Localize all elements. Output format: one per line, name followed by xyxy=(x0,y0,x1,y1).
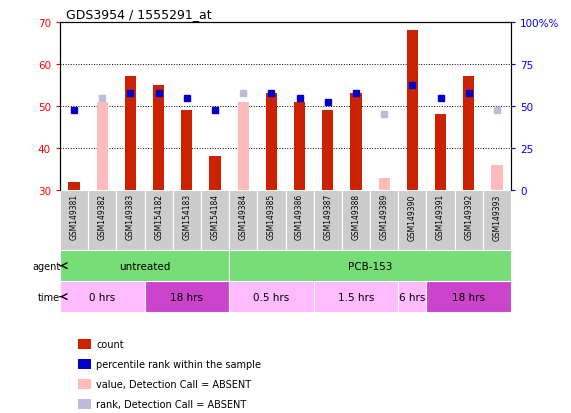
Bar xyxy=(313,191,342,251)
Text: GSM149393: GSM149393 xyxy=(492,194,501,240)
Text: GSM149390: GSM149390 xyxy=(408,194,417,240)
Bar xyxy=(427,191,455,251)
Bar xyxy=(238,102,249,191)
Text: 0.5 hrs: 0.5 hrs xyxy=(254,292,289,302)
Text: 6 hrs: 6 hrs xyxy=(399,292,425,302)
Text: GSM154184: GSM154184 xyxy=(211,194,219,240)
Text: 18 hrs: 18 hrs xyxy=(452,292,485,302)
Text: rank, Detection Call = ABSENT: rank, Detection Call = ABSENT xyxy=(96,399,246,409)
Text: GSM149387: GSM149387 xyxy=(323,194,332,240)
Bar xyxy=(351,94,361,191)
Bar xyxy=(201,191,229,251)
Text: count: count xyxy=(96,339,124,349)
Bar xyxy=(210,157,220,191)
Bar xyxy=(125,77,136,191)
Bar xyxy=(78,399,91,409)
Bar xyxy=(60,251,229,281)
Bar xyxy=(435,115,446,191)
Bar xyxy=(60,191,88,251)
Bar xyxy=(229,281,313,312)
Bar xyxy=(78,379,91,389)
Bar xyxy=(286,191,313,251)
Text: GSM149385: GSM149385 xyxy=(267,194,276,240)
Text: 18 hrs: 18 hrs xyxy=(170,292,203,302)
Text: 1.5 hrs: 1.5 hrs xyxy=(338,292,374,302)
Bar xyxy=(229,251,511,281)
Text: GSM149382: GSM149382 xyxy=(98,194,107,240)
Text: GSM154183: GSM154183 xyxy=(182,194,191,240)
Bar xyxy=(463,77,475,191)
Text: time: time xyxy=(38,292,60,302)
Bar xyxy=(88,191,116,251)
Text: GSM149383: GSM149383 xyxy=(126,194,135,240)
Text: GDS3954 / 1555291_at: GDS3954 / 1555291_at xyxy=(66,8,211,21)
Text: GSM149392: GSM149392 xyxy=(464,194,473,240)
Bar xyxy=(229,191,258,251)
Bar xyxy=(427,281,511,312)
Bar xyxy=(96,102,108,191)
Bar xyxy=(407,31,418,191)
Bar xyxy=(399,191,427,251)
Bar xyxy=(144,281,229,312)
Text: 0 hrs: 0 hrs xyxy=(89,292,115,302)
Text: GSM149391: GSM149391 xyxy=(436,194,445,240)
Bar xyxy=(294,102,305,191)
Bar xyxy=(78,339,91,349)
Bar xyxy=(313,281,399,312)
Bar xyxy=(69,182,80,191)
Bar xyxy=(370,191,399,251)
Bar xyxy=(266,94,277,191)
Bar xyxy=(322,111,333,191)
Text: GSM149384: GSM149384 xyxy=(239,194,248,240)
Text: agent: agent xyxy=(32,261,60,271)
Bar xyxy=(399,281,427,312)
Text: untreated: untreated xyxy=(119,261,170,271)
Bar xyxy=(181,111,192,191)
Text: value, Detection Call = ABSENT: value, Detection Call = ABSENT xyxy=(96,379,251,389)
Bar xyxy=(455,191,483,251)
Text: percentile rank within the sample: percentile rank within the sample xyxy=(96,359,261,369)
Bar xyxy=(60,281,144,312)
Bar xyxy=(379,178,390,191)
Text: GSM154182: GSM154182 xyxy=(154,194,163,240)
Text: GSM149389: GSM149389 xyxy=(380,194,389,240)
Text: GSM149388: GSM149388 xyxy=(352,194,360,240)
Bar xyxy=(78,359,91,369)
Bar xyxy=(483,191,511,251)
Bar xyxy=(116,191,144,251)
Bar xyxy=(153,86,164,191)
Text: GSM149386: GSM149386 xyxy=(295,194,304,240)
Bar xyxy=(173,191,201,251)
Bar xyxy=(258,191,286,251)
Bar xyxy=(342,191,370,251)
Bar xyxy=(144,191,173,251)
Bar xyxy=(491,166,502,191)
Text: PCB-153: PCB-153 xyxy=(348,261,392,271)
Text: GSM149381: GSM149381 xyxy=(70,194,79,240)
